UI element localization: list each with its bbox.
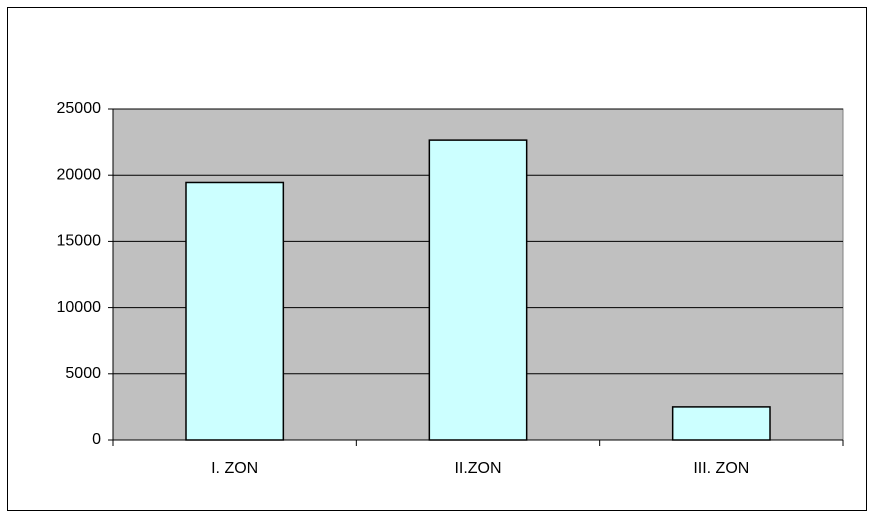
x-tick-label: II.ZON [454,460,501,477]
bar [428,139,528,441]
bar [671,406,771,441]
x-tick-label: III. ZON [693,460,749,477]
y-tick-label: 10000 [57,299,102,316]
y-tick-label: 5000 [65,365,101,382]
y-tick-label: 20000 [57,166,102,183]
bar [185,181,285,441]
y-tick-label: 15000 [57,233,102,250]
x-tick-label: I. ZON [211,460,258,477]
y-tick-label: 0 [92,431,101,448]
y-tick-label: 25000 [57,100,102,117]
